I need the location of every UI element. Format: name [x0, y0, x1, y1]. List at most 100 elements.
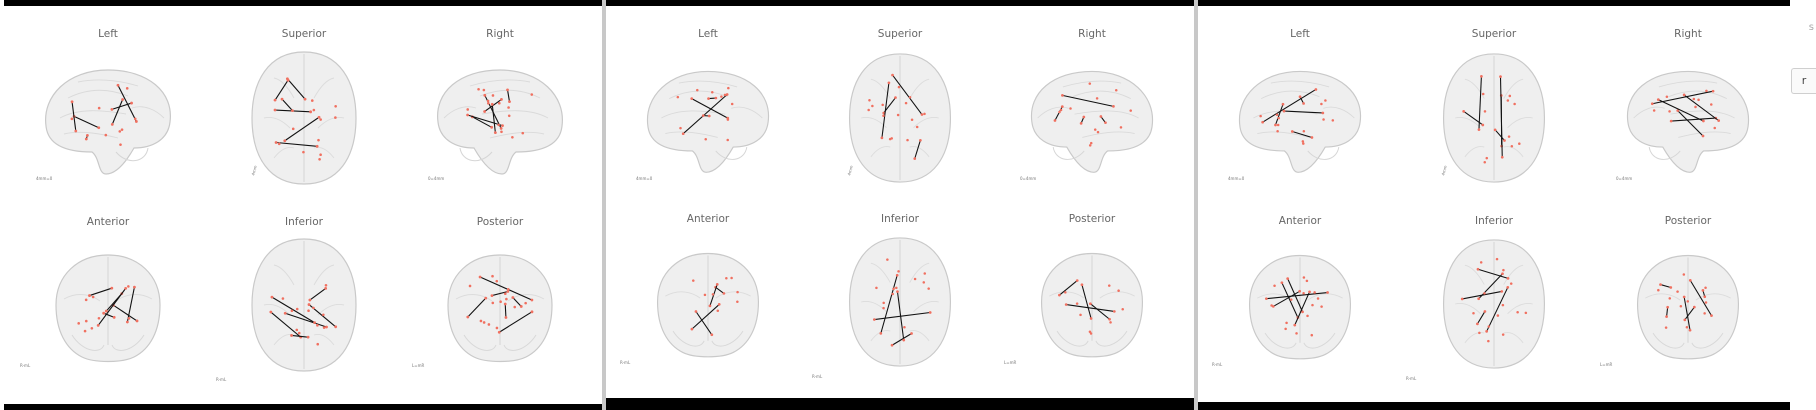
side-panel-toggle-button[interactable]: r	[1791, 68, 1816, 94]
connection-edge	[97, 288, 127, 326]
region-node	[1277, 116, 1281, 120]
region-node	[1516, 311, 1519, 314]
region-node	[1676, 290, 1679, 293]
brain-view-right	[1626, 70, 1750, 173]
region-node	[127, 317, 131, 320]
region-node	[1293, 323, 1297, 327]
region-node	[920, 113, 924, 116]
region-node	[1692, 305, 1696, 309]
connection-edge	[1478, 76, 1482, 130]
region-node	[1302, 142, 1305, 145]
connection-edge	[1283, 110, 1323, 114]
region-node	[317, 115, 321, 119]
view-label-inferior: Inferior	[1475, 215, 1513, 227]
region-node	[879, 332, 883, 335]
sulcus-line	[1049, 291, 1135, 299]
region-node	[1476, 267, 1480, 271]
region-node	[487, 101, 490, 105]
panel-separator	[602, 0, 606, 410]
region-node	[521, 131, 525, 135]
region-node	[313, 321, 316, 325]
panel-bottom-border	[4, 404, 602, 410]
sulcus-line	[1261, 90, 1320, 99]
region-node	[116, 83, 120, 87]
region-node	[716, 309, 720, 313]
brain-view-anterior	[656, 252, 760, 358]
region-node	[915, 125, 919, 129]
region-node	[1286, 277, 1290, 280]
region-node	[466, 113, 469, 117]
sulcus-line	[1503, 332, 1524, 344]
region-node	[270, 295, 274, 299]
region-node	[681, 132, 685, 136]
region-node	[1679, 305, 1683, 308]
region-node	[310, 99, 314, 102]
scale-bar-posterior: L=mR	[412, 363, 425, 368]
brain-view-right	[437, 69, 563, 175]
region-node	[1302, 276, 1306, 279]
brain-outline	[1626, 70, 1750, 173]
region-node	[1499, 75, 1502, 79]
connection-edge	[89, 287, 112, 297]
region-node	[1280, 281, 1284, 285]
connection-edge	[1476, 311, 1486, 325]
region-node	[897, 270, 900, 273]
region-node	[891, 73, 894, 77]
connection-edge	[891, 333, 912, 346]
region-node	[727, 86, 730, 90]
sulcus-line	[913, 301, 939, 313]
view-label-superior: Superior	[877, 28, 923, 40]
scale-bar-right: 0=4mm	[1616, 176, 1633, 181]
sulcus-line	[1455, 303, 1481, 315]
cerebellum-contour	[459, 147, 493, 162]
region-node	[1485, 330, 1488, 333]
region-node	[703, 293, 707, 297]
region-node	[273, 98, 277, 102]
region-node	[1088, 144, 1092, 147]
sulcus-line	[1037, 106, 1069, 119]
region-node	[511, 136, 514, 139]
scale-bar-right: 0=4mm	[428, 176, 445, 181]
region-node	[720, 95, 723, 98]
region-node	[1285, 321, 1288, 325]
region-node	[1701, 134, 1705, 138]
region-node	[130, 101, 133, 105]
brain-view-left	[45, 69, 171, 175]
connection-edge	[1281, 282, 1299, 318]
region-node	[1479, 261, 1483, 264]
region-node	[1480, 75, 1483, 78]
panel-top-border	[606, 0, 1194, 6]
brain-view-posterior	[1040, 252, 1144, 358]
connection-edge	[1494, 129, 1505, 141]
connection-edge	[291, 334, 309, 338]
region-node	[895, 273, 899, 277]
scale-bar-right: 0=4mm	[1020, 176, 1037, 181]
region-node	[477, 87, 480, 91]
sulcus-line	[443, 106, 477, 119]
brain-outline	[437, 69, 563, 175]
panel-separator	[1194, 0, 1198, 410]
view-label-inferior: Inferior	[285, 216, 323, 228]
region-node	[297, 331, 301, 335]
region-node	[923, 112, 926, 116]
region-node	[1704, 286, 1707, 289]
region-node	[1683, 318, 1687, 322]
connection-edge	[1059, 280, 1078, 296]
region-node	[707, 97, 710, 100]
region-node	[1487, 339, 1490, 343]
region-node	[1710, 314, 1713, 317]
brain-outline	[1238, 70, 1362, 173]
region-node	[1487, 325, 1491, 328]
region-node	[868, 99, 871, 102]
region-node	[84, 298, 88, 302]
region-node	[1270, 304, 1273, 307]
region-node	[1495, 257, 1499, 261]
region-node	[1104, 121, 1107, 125]
region-node	[478, 275, 482, 279]
cerebellum-contour	[463, 334, 537, 351]
region-node	[290, 309, 294, 313]
sulcus-line	[273, 147, 295, 159]
sulcus-line	[870, 78, 891, 99]
sulcus-line	[1257, 293, 1343, 301]
region-node	[110, 122, 114, 126]
